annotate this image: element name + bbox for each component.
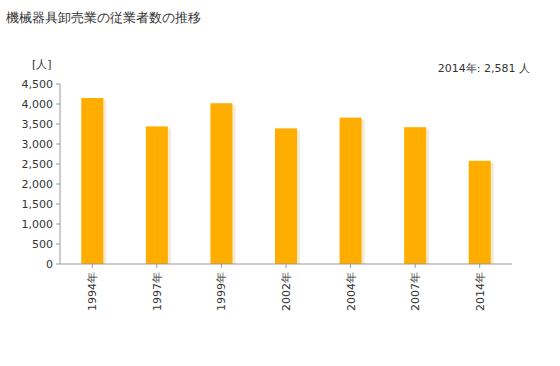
tick-mark — [56, 84, 60, 85]
x-tick — [479, 264, 480, 268]
tick-label: 4,000 — [22, 98, 54, 111]
category-label: 1994年 — [86, 272, 99, 311]
tick-label: 0 — [46, 258, 53, 271]
category-label: 2002年 — [280, 272, 293, 311]
x-tick — [221, 264, 222, 268]
bar — [210, 103, 232, 264]
tick-mark — [56, 184, 60, 185]
bar — [404, 127, 426, 264]
category-label: 2014年 — [474, 272, 487, 311]
bar — [275, 128, 297, 264]
tick-mark — [56, 224, 60, 225]
x-tick — [286, 264, 287, 268]
tick-mark — [56, 104, 60, 105]
tick-mark — [56, 144, 60, 145]
category-label: 1997年 — [151, 272, 164, 311]
bar — [146, 126, 168, 264]
category-label: 2007年 — [409, 272, 422, 311]
tick-label: 4,500 — [22, 78, 54, 91]
category-label: 2004年 — [345, 272, 358, 311]
tick-label: 2,000 — [22, 178, 54, 191]
annotation: 2014年: 2,581 人 — [438, 62, 530, 75]
tick-label: 1,000 — [22, 218, 54, 231]
tick-mark — [56, 164, 60, 165]
title: 機械器具卸売業の従業者数の推移 — [6, 10, 201, 25]
tick-label: 1,500 — [22, 198, 54, 211]
x-tick — [415, 264, 416, 268]
tick-mark — [56, 204, 60, 205]
x-tick — [156, 264, 157, 268]
tick-label: 3,000 — [22, 138, 54, 151]
tick-label: 500 — [32, 238, 53, 251]
y-label: [人] — [32, 58, 52, 71]
y-axis — [60, 84, 61, 264]
bar — [469, 161, 491, 264]
tick-mark — [56, 264, 60, 265]
chart: 機械器具卸売業の従業者数の推移 [人] 2014年: 2,581 人 0 500 1,00… — [0, 0, 560, 366]
tick-mark — [56, 244, 60, 245]
bar — [340, 118, 362, 264]
x-tick — [350, 264, 351, 268]
tick-label: 3,500 — [22, 118, 54, 131]
x-tick — [92, 264, 93, 268]
bars — [81, 98, 493, 264]
bar — [81, 98, 103, 264]
category-label: 1999年 — [215, 272, 228, 311]
tick-mark — [56, 124, 60, 125]
tick-label: 2,500 — [22, 158, 54, 171]
